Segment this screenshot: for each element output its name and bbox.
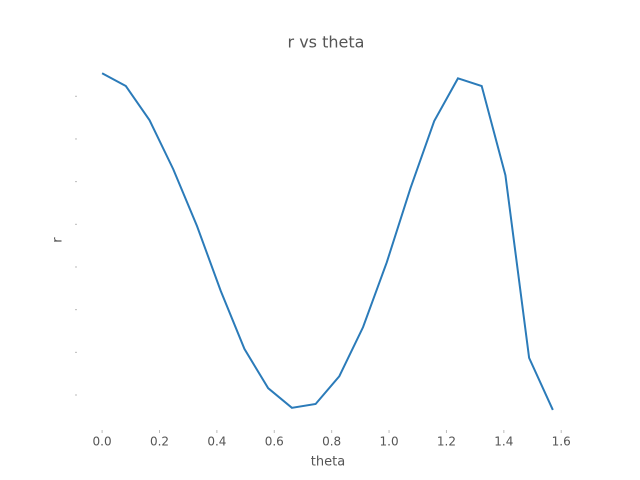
y-axis-label: r — [51, 237, 66, 243]
chart-title: r vs theta — [288, 33, 365, 52]
x-tick-label: 0.0 — [93, 435, 112, 449]
x-axis-label: theta — [311, 455, 345, 470]
x-tick-label: 1.4 — [494, 435, 513, 449]
x-tick-label: 0.8 — [322, 435, 341, 449]
x-tick-label: 1.6 — [552, 435, 571, 449]
x-tick-label: 0.4 — [207, 435, 226, 449]
x-tick-label: 1.0 — [380, 435, 399, 449]
x-tick-label: 1.2 — [437, 435, 456, 449]
data-line — [101, 72, 554, 411]
x-tick-label: 0.6 — [265, 435, 284, 449]
x-tick-label: 0.2 — [150, 435, 169, 449]
